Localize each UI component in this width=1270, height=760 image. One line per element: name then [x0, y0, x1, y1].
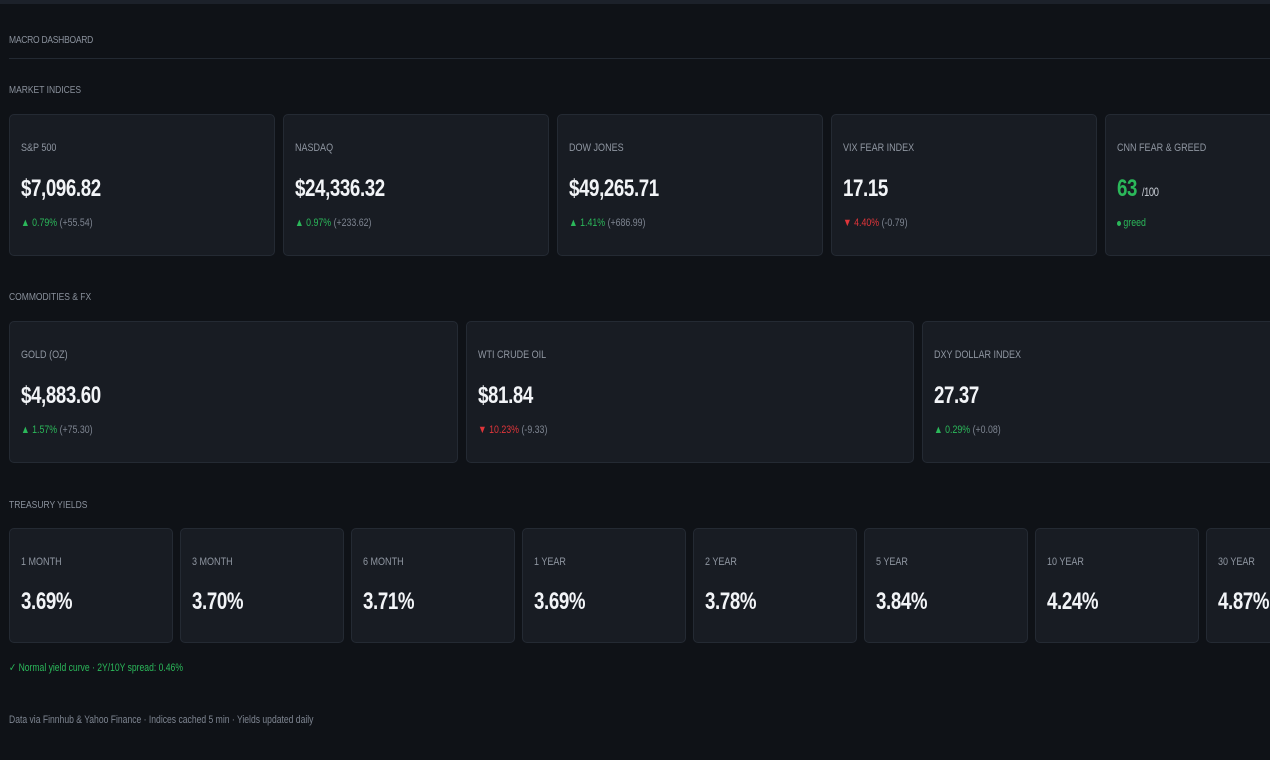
fear-greed-value: 63 — [1117, 175, 1138, 202]
yield-label: 10 YEAR — [1047, 556, 1084, 568]
status-dot-icon — [1117, 220, 1121, 226]
change-absolute: (+233.62) — [333, 217, 372, 229]
commodity-card-gold[interactable]: GOLD (OZ) $4,883.60 ▲ 1.57% (+75.30) — [9, 321, 458, 463]
commodity-card-dxy[interactable]: DXY DOLLAR INDEX 27.37 ▲ 0.29% (+0.08) — [922, 321, 1270, 463]
yield-card-6-month[interactable]: 6 MONTH 3.71% — [351, 528, 515, 643]
commodity-value: $81.84 — [478, 382, 533, 409]
section-label-market-indices: MARKET INDICES — [9, 85, 82, 96]
index-label: DOW JONES — [569, 142, 624, 154]
commodity-value: $4,883.60 — [21, 382, 101, 409]
yield-value: 3.84% — [876, 588, 928, 615]
yield-label: 6 MONTH — [363, 556, 404, 568]
section-label-treasury-yields: TREASURY YIELDS — [9, 500, 88, 511]
commodity-label: GOLD (OZ) — [21, 349, 68, 361]
index-change: ▲ 0.79% (+55.54) — [21, 217, 93, 229]
yield-label: 3 MONTH — [192, 556, 233, 568]
index-card-sp500[interactable]: S&P 500 $7,096.82 ▲ 0.79% (+55.54) — [9, 114, 275, 256]
yield-value: 3.70% — [192, 588, 244, 615]
arrow-up-icon: ▲ — [21, 424, 30, 436]
arrow-up-icon: ▲ — [934, 424, 943, 436]
index-card-dow-jones[interactable]: DOW JONES $49,265.71 ▲ 1.41% (+686.99) — [557, 114, 823, 256]
index-label: VIX FEAR INDEX — [843, 142, 915, 154]
commodity-change: ▲ 1.57% (+75.30) — [21, 424, 93, 436]
yield-value: 3.69% — [21, 588, 73, 615]
yield-card-1-year[interactable]: 1 YEAR 3.69% — [522, 528, 686, 643]
index-value: $49,265.71 — [569, 175, 659, 202]
change-absolute: (-9.33) — [521, 424, 548, 436]
yield-curve-note: ✓ Normal yield curve · 2Y/10Y spread: 0.… — [9, 662, 183, 674]
yield-card-3-month[interactable]: 3 MONTH 3.70% — [180, 528, 344, 643]
yield-card-1-month[interactable]: 1 MONTH 3.69% — [9, 528, 173, 643]
fear-greed-label: CNN FEAR & GREED — [1117, 142, 1207, 154]
arrow-up-icon: ▲ — [569, 217, 578, 229]
commodity-value: 27.37 — [934, 382, 979, 409]
change-absolute: (+55.54) — [59, 217, 93, 229]
commodity-card-wti-crude[interactable]: WTI CRUDE OIL $81.84 ▼ 10.23% (-9.33) — [466, 321, 914, 463]
top-bar — [0, 0, 1270, 4]
change-percent: 10.23% — [489, 424, 520, 436]
yield-label: 1 MONTH — [21, 556, 62, 568]
arrow-down-icon: ▼ — [843, 217, 852, 229]
change-absolute: (+75.30) — [59, 424, 93, 436]
fear-greed-status-text: greed — [1123, 217, 1146, 229]
change-percent: 1.41% — [580, 217, 606, 229]
change-percent: 0.97% — [306, 217, 332, 229]
yield-card-2-year[interactable]: 2 YEAR 3.78% — [693, 528, 857, 643]
arrow-up-icon: ▲ — [295, 217, 304, 229]
index-label: S&P 500 — [21, 142, 57, 154]
fear-greed-value-row: 63 /100 — [1117, 175, 1159, 203]
commodity-change: ▼ 10.23% (-9.33) — [478, 424, 547, 436]
yield-value: 3.78% — [705, 588, 757, 615]
yield-label: 1 YEAR — [534, 556, 566, 568]
arrow-up-icon: ▲ — [21, 217, 30, 229]
commodity-label: WTI CRUDE OIL — [478, 349, 547, 361]
index-change: ▼ 4.40% (-0.79) — [843, 217, 908, 229]
section-label-commodities: COMMODITIES & FX — [9, 292, 92, 303]
fear-greed-suffix: /100 — [1141, 185, 1159, 199]
fear-greed-status: greed — [1117, 217, 1146, 229]
index-value: $24,336.32 — [295, 175, 385, 202]
index-value: 17.15 — [843, 175, 888, 202]
index-card-vix[interactable]: VIX FEAR INDEX 17.15 ▼ 4.40% (-0.79) — [831, 114, 1097, 256]
index-card-nasdaq[interactable]: NASDAQ $24,336.32 ▲ 0.97% (+233.62) — [283, 114, 549, 256]
yield-card-10-year[interactable]: 10 YEAR 4.24% — [1035, 528, 1199, 643]
data-source-footer: Data via Finnhub & Yahoo Finance · Indic… — [9, 714, 314, 726]
change-percent: 0.79% — [32, 217, 58, 229]
change-absolute: (-0.79) — [881, 217, 908, 229]
index-label: NASDAQ — [295, 142, 334, 154]
commodity-change: ▲ 0.29% (+0.08) — [934, 424, 1001, 436]
yield-label: 2 YEAR — [705, 556, 737, 568]
commodity-label: DXY DOLLAR INDEX — [934, 349, 1022, 361]
page-title: MACRO DASHBOARD — [9, 35, 94, 46]
fear-greed-card[interactable]: CNN FEAR & GREED 63 /100 greed — [1105, 114, 1270, 256]
yield-value: 4.87% — [1218, 588, 1270, 615]
yield-value: 3.69% — [534, 588, 586, 615]
change-absolute: (+686.99) — [607, 217, 646, 229]
yield-value: 4.24% — [1047, 588, 1099, 615]
index-change: ▲ 0.97% (+233.62) — [295, 217, 372, 229]
index-value: $7,096.82 — [21, 175, 101, 202]
change-absolute: (+0.08) — [972, 424, 1001, 436]
change-percent: 4.40% — [854, 217, 880, 229]
title-divider — [9, 58, 1270, 59]
yield-label: 5 YEAR — [876, 556, 908, 568]
yield-card-5-year[interactable]: 5 YEAR 3.84% — [864, 528, 1028, 643]
yield-label: 30 YEAR — [1218, 556, 1255, 568]
arrow-down-icon: ▼ — [478, 424, 487, 436]
index-change: ▲ 1.41% (+686.99) — [569, 217, 646, 229]
change-percent: 1.57% — [32, 424, 58, 436]
yield-card-30-year[interactable]: 30 YEAR 4.87% — [1206, 528, 1270, 643]
change-percent: 0.29% — [945, 424, 971, 436]
yield-value: 3.71% — [363, 588, 415, 615]
